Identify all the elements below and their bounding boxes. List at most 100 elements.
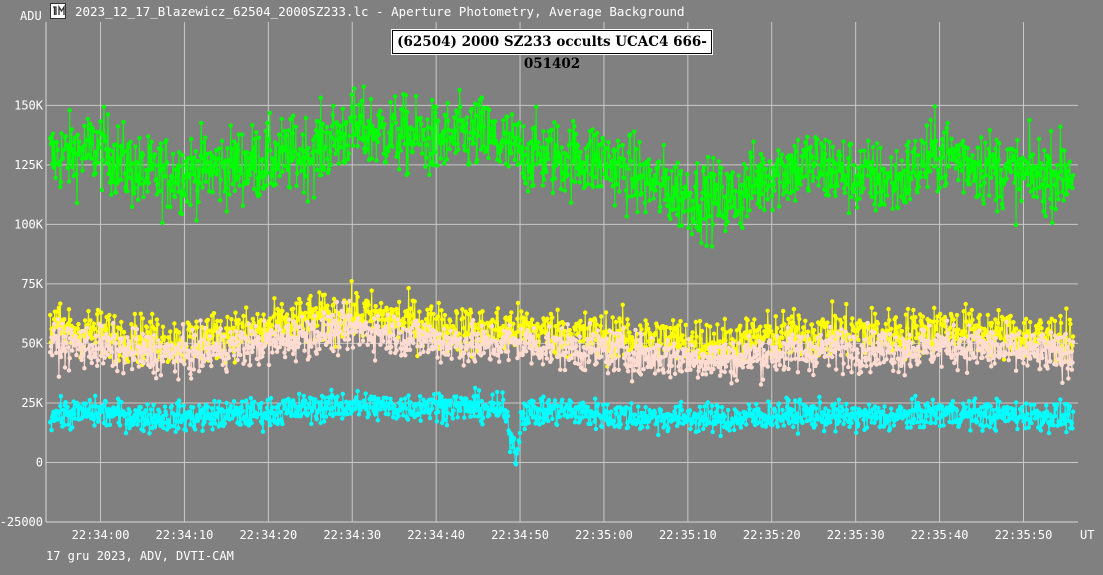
data-point bbox=[502, 338, 507, 343]
data-point bbox=[832, 189, 838, 195]
data-point bbox=[461, 124, 466, 129]
data-point bbox=[136, 364, 141, 369]
data-point bbox=[985, 334, 991, 339]
data-point bbox=[154, 177, 159, 182]
data-point bbox=[361, 84, 366, 89]
data-point bbox=[919, 321, 925, 327]
data-point bbox=[883, 321, 889, 327]
data-point bbox=[341, 300, 346, 305]
data-point bbox=[522, 176, 527, 181]
data-point bbox=[1057, 335, 1062, 341]
data-point bbox=[632, 129, 637, 134]
axes bbox=[45, 22, 1078, 523]
data-point bbox=[426, 311, 431, 317]
data-point bbox=[200, 185, 205, 190]
data-point bbox=[1003, 351, 1009, 357]
data-point bbox=[495, 306, 501, 311]
data-point bbox=[781, 184, 786, 189]
data-point bbox=[280, 421, 285, 427]
data-point bbox=[679, 369, 684, 374]
data-point bbox=[611, 331, 616, 336]
data-point bbox=[748, 329, 753, 334]
data-point bbox=[779, 329, 784, 335]
data-point bbox=[70, 407, 76, 412]
data-point bbox=[602, 172, 607, 177]
data-point bbox=[694, 224, 699, 230]
data-point bbox=[74, 172, 79, 177]
data-point bbox=[91, 417, 97, 422]
data-point bbox=[88, 350, 93, 355]
data-point bbox=[918, 174, 923, 180]
data-point bbox=[605, 146, 611, 151]
data-point bbox=[818, 332, 823, 338]
data-point bbox=[471, 141, 476, 146]
data-point bbox=[1028, 319, 1033, 325]
data-point bbox=[972, 355, 977, 360]
data-point bbox=[410, 337, 415, 342]
data-point bbox=[144, 325, 150, 330]
data-point bbox=[1026, 341, 1032, 346]
data-point bbox=[926, 150, 931, 156]
data-point bbox=[301, 148, 306, 153]
data-point bbox=[289, 335, 294, 340]
data-point bbox=[62, 147, 67, 152]
data-point bbox=[127, 409, 133, 415]
data-point bbox=[858, 149, 863, 154]
data-point bbox=[146, 420, 152, 426]
data-point bbox=[140, 331, 145, 337]
data-point bbox=[807, 353, 813, 358]
data-point bbox=[830, 183, 835, 189]
data-point bbox=[722, 194, 727, 199]
data-point bbox=[965, 146, 970, 151]
data-point bbox=[481, 124, 486, 129]
data-point bbox=[754, 168, 760, 174]
data-point bbox=[1028, 189, 1034, 194]
data-point bbox=[916, 353, 921, 358]
data-point bbox=[612, 203, 617, 208]
data-point bbox=[1046, 155, 1052, 160]
data-point bbox=[568, 331, 574, 337]
data-point bbox=[644, 355, 650, 360]
data-point bbox=[1067, 159, 1073, 164]
data-point bbox=[246, 177, 251, 183]
data-point bbox=[197, 369, 202, 374]
data-point bbox=[1011, 346, 1016, 351]
data-point bbox=[60, 416, 66, 421]
data-point bbox=[450, 135, 456, 140]
data-point bbox=[488, 357, 493, 362]
data-point bbox=[429, 97, 435, 103]
data-point bbox=[115, 405, 120, 411]
data-point bbox=[374, 128, 380, 133]
data-point bbox=[318, 337, 323, 343]
data-point bbox=[548, 350, 554, 355]
data-point bbox=[834, 367, 839, 372]
data-point bbox=[1056, 175, 1062, 180]
data-point bbox=[638, 323, 643, 328]
data-point bbox=[789, 314, 795, 319]
data-point bbox=[206, 169, 211, 175]
data-point bbox=[1068, 349, 1074, 355]
data-point bbox=[840, 339, 845, 344]
data-point bbox=[554, 163, 559, 168]
data-point bbox=[489, 126, 494, 131]
data-point bbox=[66, 422, 71, 427]
data-point bbox=[164, 138, 169, 143]
data-point bbox=[803, 173, 809, 179]
data-point bbox=[977, 192, 982, 197]
data-point bbox=[901, 196, 906, 201]
data-point bbox=[667, 346, 672, 351]
data-point bbox=[107, 180, 113, 185]
data-point bbox=[65, 326, 70, 331]
data-point bbox=[352, 86, 357, 91]
data-point bbox=[419, 341, 425, 347]
data-point bbox=[571, 159, 576, 164]
data-point bbox=[246, 155, 252, 160]
data-point bbox=[615, 160, 620, 165]
data-point bbox=[558, 186, 564, 192]
data-point bbox=[944, 125, 950, 131]
data-point bbox=[587, 321, 593, 326]
data-point bbox=[279, 116, 284, 122]
data-point bbox=[125, 335, 130, 340]
data-point bbox=[381, 308, 386, 314]
